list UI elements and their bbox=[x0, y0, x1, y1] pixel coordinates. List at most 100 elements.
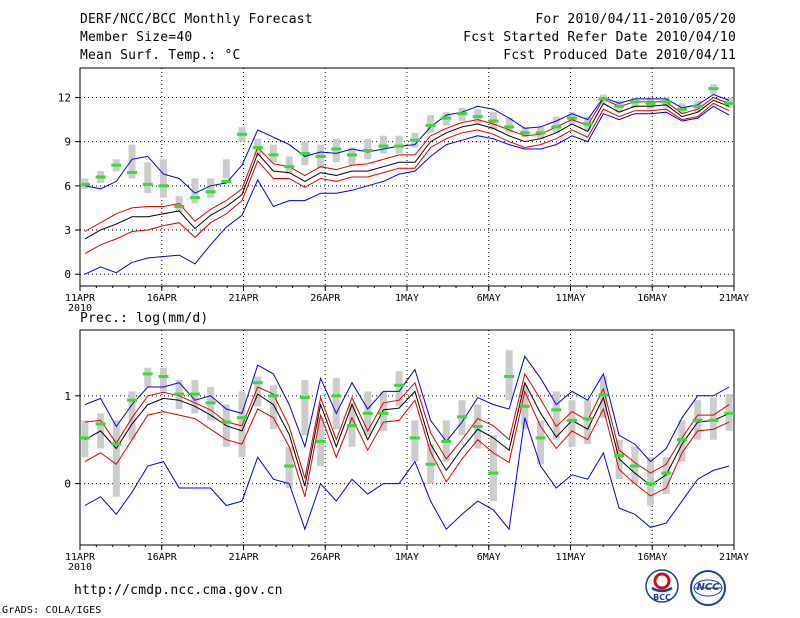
ncc-logo-text: NCC bbox=[696, 582, 720, 593]
member-marker bbox=[692, 104, 703, 108]
member-marker bbox=[268, 153, 279, 157]
spread-box bbox=[332, 378, 340, 430]
member-marker bbox=[284, 165, 295, 169]
x-tick-label: 11MAY bbox=[555, 293, 585, 304]
x-tick-label: 26APR bbox=[310, 293, 341, 304]
series-max-line bbox=[84, 355, 730, 463]
member-marker bbox=[268, 394, 279, 398]
member-marker bbox=[661, 100, 672, 104]
member-marker bbox=[676, 438, 687, 442]
x-tick-label: 21MAY bbox=[719, 552, 749, 563]
member-marker bbox=[629, 464, 640, 468]
spread-box bbox=[552, 116, 560, 133]
member-marker bbox=[331, 394, 342, 398]
member-marker bbox=[252, 381, 263, 385]
spread-box bbox=[144, 162, 152, 194]
member-marker bbox=[456, 415, 467, 419]
member-marker bbox=[676, 107, 687, 111]
x-year-label: 2010 bbox=[68, 303, 92, 314]
member-marker bbox=[441, 439, 452, 443]
series-min-line bbox=[84, 417, 730, 531]
member-marker bbox=[221, 179, 232, 183]
member-marker bbox=[535, 436, 546, 440]
member-size-label: Member Size=40 bbox=[80, 30, 193, 45]
member-marker bbox=[551, 408, 562, 412]
y-tick-label: 3 bbox=[64, 224, 71, 237]
x-tick-label: 16APR bbox=[147, 552, 178, 563]
member-marker bbox=[724, 411, 735, 415]
x-tick-label: 11APR bbox=[65, 552, 96, 563]
spread-box bbox=[144, 367, 152, 388]
member-marker bbox=[645, 482, 656, 486]
member-marker bbox=[535, 131, 546, 135]
member-marker bbox=[362, 148, 373, 152]
x-year-label: 2010 bbox=[68, 562, 92, 573]
member-marker bbox=[724, 101, 735, 105]
forecast-period: For 2010/04/11-2010/05/20 bbox=[535, 12, 736, 27]
member-marker bbox=[189, 196, 200, 200]
spread-box bbox=[647, 457, 655, 506]
member-marker bbox=[378, 144, 389, 148]
member-marker bbox=[394, 144, 405, 148]
member-marker bbox=[79, 182, 90, 186]
member-marker bbox=[347, 424, 358, 428]
ncc-logo: NCC bbox=[688, 568, 728, 608]
member-marker bbox=[111, 163, 122, 167]
spread-box bbox=[568, 400, 576, 447]
bcc-logo-text: BCC bbox=[653, 593, 671, 602]
member-marker bbox=[252, 146, 263, 150]
x-tick-label: 1MAY bbox=[395, 293, 419, 304]
member-marker bbox=[299, 151, 310, 155]
spread-box bbox=[379, 391, 387, 431]
member-marker bbox=[488, 471, 499, 475]
member-marker bbox=[237, 416, 248, 420]
series-lower-line bbox=[84, 102, 730, 255]
member-marker bbox=[142, 182, 153, 186]
x-tick-label: 11APR bbox=[65, 293, 96, 304]
member-marker bbox=[614, 453, 625, 457]
member-marker bbox=[519, 404, 530, 408]
spread-box bbox=[301, 380, 309, 436]
member-marker bbox=[299, 396, 310, 400]
member-marker bbox=[472, 425, 483, 429]
y-tick-label: 0 bbox=[64, 478, 71, 491]
member-marker bbox=[598, 393, 609, 397]
series-min-line bbox=[84, 105, 730, 275]
member-marker bbox=[614, 104, 625, 108]
spread-box bbox=[128, 144, 136, 179]
member-marker bbox=[472, 115, 483, 119]
member-marker bbox=[205, 401, 216, 405]
member-marker bbox=[566, 116, 577, 120]
series-max-line bbox=[84, 93, 730, 194]
series-upper-line bbox=[84, 372, 730, 479]
y-tick-label: 6 bbox=[64, 180, 71, 193]
spread-box bbox=[552, 391, 560, 440]
series-mean-line bbox=[84, 381, 730, 487]
member-marker bbox=[409, 138, 420, 142]
spread-box bbox=[269, 385, 277, 430]
member-marker bbox=[409, 436, 420, 440]
member-marker bbox=[284, 464, 295, 468]
member-marker bbox=[127, 398, 138, 402]
member-marker bbox=[708, 418, 719, 422]
member-marker bbox=[519, 131, 530, 135]
member-marker bbox=[504, 375, 515, 379]
source-url[interactable]: http://cmdp.ncc.cma.gov.cn bbox=[74, 583, 283, 598]
y-tick-label: 0 bbox=[64, 268, 71, 281]
precip-label: Prec.: log(mm/d) bbox=[80, 311, 209, 326]
member-marker bbox=[582, 122, 593, 126]
spread-box bbox=[662, 457, 670, 495]
spread-box bbox=[128, 391, 136, 440]
x-tick-label: 26APR bbox=[310, 552, 341, 563]
x-tick-label: 16MAY bbox=[637, 552, 667, 563]
member-marker bbox=[79, 436, 90, 440]
y-tick-label: 9 bbox=[64, 136, 71, 149]
spread-box bbox=[191, 380, 199, 414]
x-tick-label: 21APR bbox=[228, 293, 259, 304]
spread-box bbox=[191, 178, 199, 204]
spread-box bbox=[254, 376, 262, 407]
member-marker bbox=[425, 462, 436, 466]
member-marker bbox=[95, 422, 106, 426]
member-marker bbox=[95, 175, 106, 179]
